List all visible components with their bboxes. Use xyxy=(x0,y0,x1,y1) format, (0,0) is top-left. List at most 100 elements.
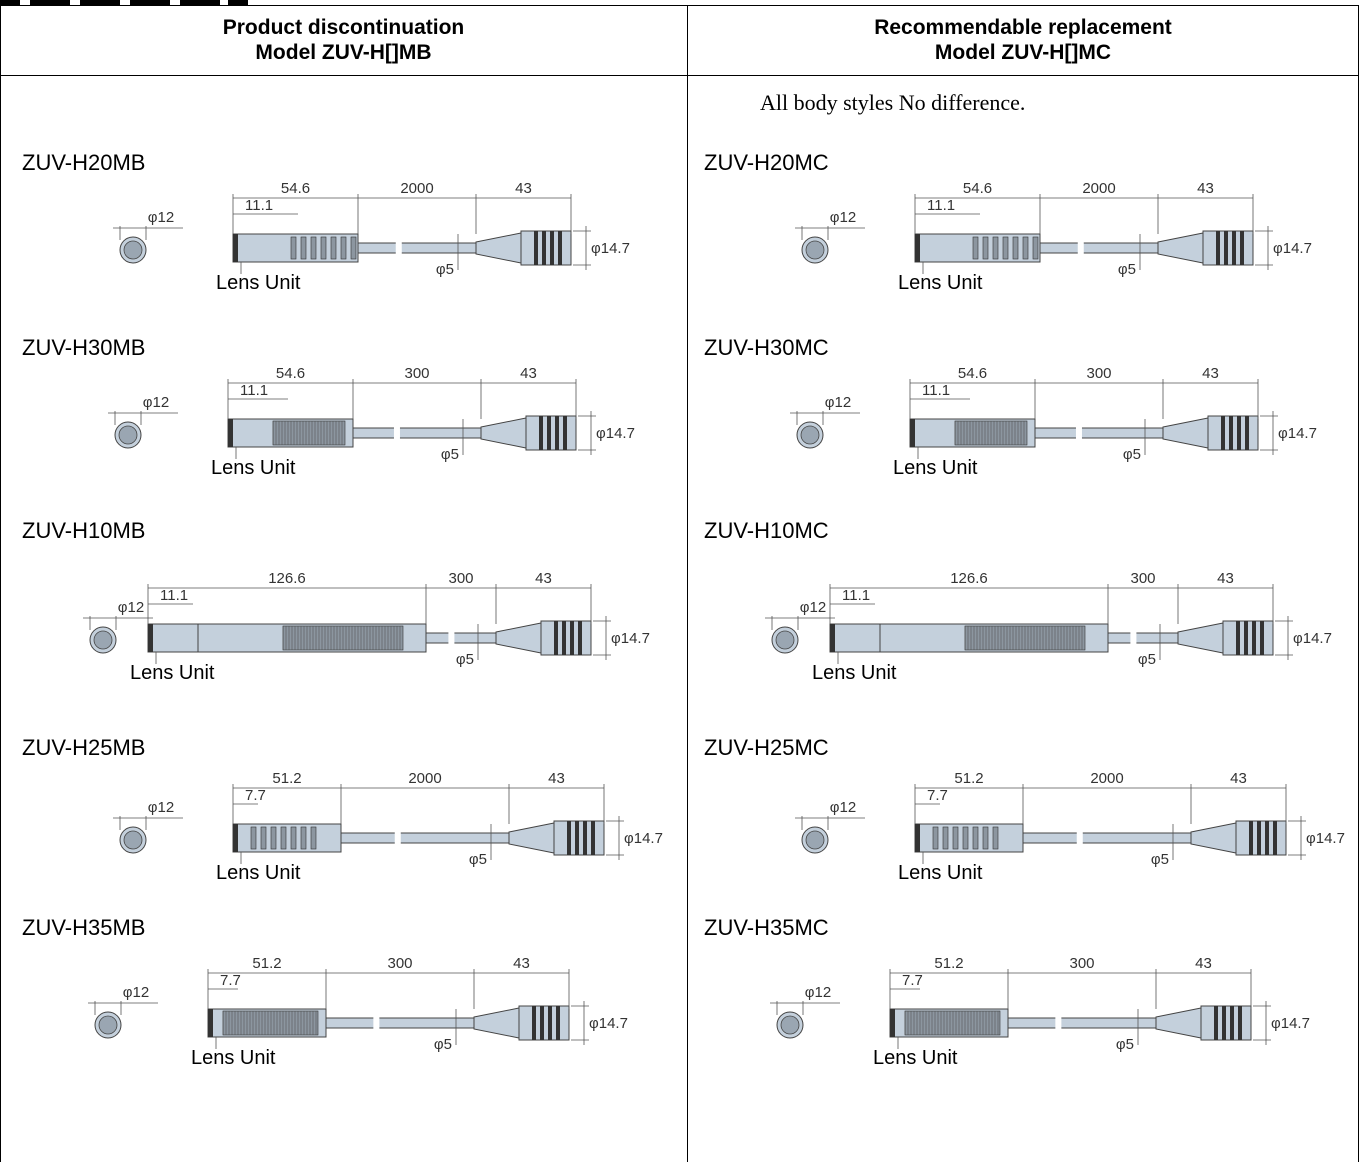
connector-length-label: 43 xyxy=(515,180,532,197)
lens-head xyxy=(232,233,359,263)
sensor-drawing: φ12 54.6 300 43 11.1 φ14.7 φ5 xyxy=(790,365,1317,463)
diameter-connector-label: φ14.7 xyxy=(1306,830,1345,847)
cut-off-heading-fragment xyxy=(0,0,248,5)
diameter-head-label: φ12 xyxy=(800,599,826,616)
length-dimensions: 51.2 2000 43 7.7 φ14.7 φ5 xyxy=(232,770,663,868)
lens-unit-label: Lens Unit xyxy=(898,862,983,884)
length-dimensions: 51.2 2000 43 7.7 φ14.7 φ5 xyxy=(914,770,1345,868)
sensor-drawing: φ12 51.2 300 43 7.7 φ14.7 φ5 xyxy=(88,955,628,1053)
diameter-head-label: φ12 xyxy=(148,209,174,226)
diameter-head-label: φ12 xyxy=(148,799,174,816)
cable xyxy=(352,426,482,440)
cable xyxy=(1034,426,1164,440)
head-length-label: 51.2 xyxy=(954,770,983,787)
head-length-label: 54.6 xyxy=(963,180,992,197)
diameter-head-label: φ12 xyxy=(118,599,144,616)
left-header-title: Product discontinuation xyxy=(222,16,465,39)
length-dimensions: 51.2 300 43 7.7 φ14.7 φ5 xyxy=(889,955,1310,1053)
lens-unit-label: Lens Unit xyxy=(211,457,296,479)
diameter-connector-label: φ14.7 xyxy=(1271,1015,1310,1032)
model-name: ZUV-H30MB xyxy=(22,335,146,360)
sensor-drawing: φ12 51.2 300 43 7.7 φ14.7 φ5 xyxy=(770,955,1310,1053)
model-name: ZUV-H20MB xyxy=(22,150,146,175)
connector-length-label: 43 xyxy=(548,770,565,787)
sensor-drawing: φ12 54.6 300 43 11.1 φ14.7 φ5 xyxy=(108,365,635,463)
offset-length-label: 11.1 xyxy=(160,587,188,604)
offset-length-label: 11.1 xyxy=(240,382,268,399)
end-view: φ12 xyxy=(108,394,178,449)
cable xyxy=(1007,1016,1157,1030)
offset-length-label: 7.7 xyxy=(927,787,948,804)
connector xyxy=(1162,415,1259,451)
end-view: φ12 xyxy=(88,984,158,1039)
diameter-head-label: φ12 xyxy=(805,984,831,1001)
connector xyxy=(495,620,592,656)
no-difference-note: All body styles No difference. xyxy=(760,90,1026,115)
offset-length-label: 7.7 xyxy=(902,972,923,989)
cable-length-label: 2000 xyxy=(408,770,441,787)
lens-unit-label: Lens Unit xyxy=(191,1047,276,1069)
model-name: ZUV-H10MB xyxy=(22,518,146,543)
connector-length-label: 43 xyxy=(535,570,552,587)
diameter-head-label: φ12 xyxy=(830,799,856,816)
length-dimensions: 54.6 2000 43 11.1 φ14.7 φ5 xyxy=(232,180,630,278)
model-name: ZUV-H20MC xyxy=(704,150,829,175)
offset-length-label: 11.1 xyxy=(922,382,950,399)
sensor-drawing: φ12 51.2 2000 43 7.7 φ14.7 φ5 xyxy=(113,770,663,868)
lens-head xyxy=(829,623,1109,653)
cable xyxy=(325,1016,475,1030)
model-name: ZUV-H30MC xyxy=(704,335,829,360)
diameter-cable-label: φ5 xyxy=(1138,651,1156,668)
cable-length-label: 300 xyxy=(1086,365,1111,382)
model-name: ZUV-H35MB xyxy=(22,915,146,940)
connector-length-label: 43 xyxy=(513,955,530,972)
connector-length-label: 43 xyxy=(1197,180,1214,197)
diameter-connector-label: φ14.7 xyxy=(596,425,635,442)
cable xyxy=(340,831,510,845)
offset-length-label: 11.1 xyxy=(245,197,273,214)
cable xyxy=(425,631,497,645)
connector-length-label: 43 xyxy=(1230,770,1247,787)
diameter-cable-label: φ5 xyxy=(441,446,459,463)
diameter-connector-label: φ14.7 xyxy=(611,630,650,647)
end-view: φ12 xyxy=(113,799,183,854)
connector-length-label: 43 xyxy=(520,365,537,382)
sensor-drawing: φ12 54.6 2000 43 11.1 φ14.7 φ5 xyxy=(795,180,1312,278)
diameter-head-label: φ12 xyxy=(825,394,851,411)
diameter-connector-label: φ14.7 xyxy=(1278,425,1317,442)
left-column-header: Product discontinuation Model ZUV-H[]MB xyxy=(0,5,687,75)
diameter-connector-label: φ14.7 xyxy=(589,1015,628,1032)
end-view: φ12 xyxy=(765,599,835,654)
model-name: ZUV-H10MC xyxy=(704,518,829,543)
column-divider xyxy=(687,5,688,1162)
diameter-head-label: φ12 xyxy=(830,209,856,226)
right-header-title: Recommendable replacement xyxy=(874,16,1172,39)
sensor-drawing: φ12 51.2 2000 43 7.7 φ14.7 φ5 xyxy=(795,770,1345,868)
right-header-model: Model ZUV-H[]MC xyxy=(934,41,1112,64)
offset-length-label: 7.7 xyxy=(245,787,266,804)
diameter-head-label: φ12 xyxy=(143,394,169,411)
model-name: ZUV-H35MC xyxy=(704,915,829,940)
lens-head xyxy=(889,1008,1009,1038)
lens-head xyxy=(909,418,1036,448)
sensor-drawing: φ12 126.6 300 43 11.1 φ14.7 φ5 xyxy=(765,570,1332,668)
head-length-label: 54.6 xyxy=(958,365,987,382)
end-view: φ12 xyxy=(795,799,865,854)
length-dimensions: 126.6 300 43 11.1 φ14.7 φ5 xyxy=(829,570,1332,668)
connector xyxy=(480,415,577,451)
length-dimensions: 54.6 300 43 11.1 φ14.7 φ5 xyxy=(227,365,635,463)
cable-length-label: 300 xyxy=(1069,955,1094,972)
diameter-cable-label: φ5 xyxy=(1118,261,1136,278)
lens-head xyxy=(232,823,342,853)
end-view: φ12 xyxy=(790,394,860,449)
connector xyxy=(1190,820,1287,856)
sensor-drawing: φ12 54.6 2000 43 11.1 φ14.7 φ5 xyxy=(113,180,630,278)
length-dimensions: 54.6 2000 43 11.1 φ14.7 φ5 xyxy=(914,180,1312,278)
cable xyxy=(1107,631,1179,645)
lens-head xyxy=(207,1008,327,1038)
cable-length-label: 300 xyxy=(387,955,412,972)
diameter-connector-label: φ14.7 xyxy=(1273,240,1312,257)
cable-length-label: 300 xyxy=(448,570,473,587)
right-column-header: Recommendable replacement Model ZUV-H[]M… xyxy=(688,5,1358,75)
connector xyxy=(473,1005,570,1041)
